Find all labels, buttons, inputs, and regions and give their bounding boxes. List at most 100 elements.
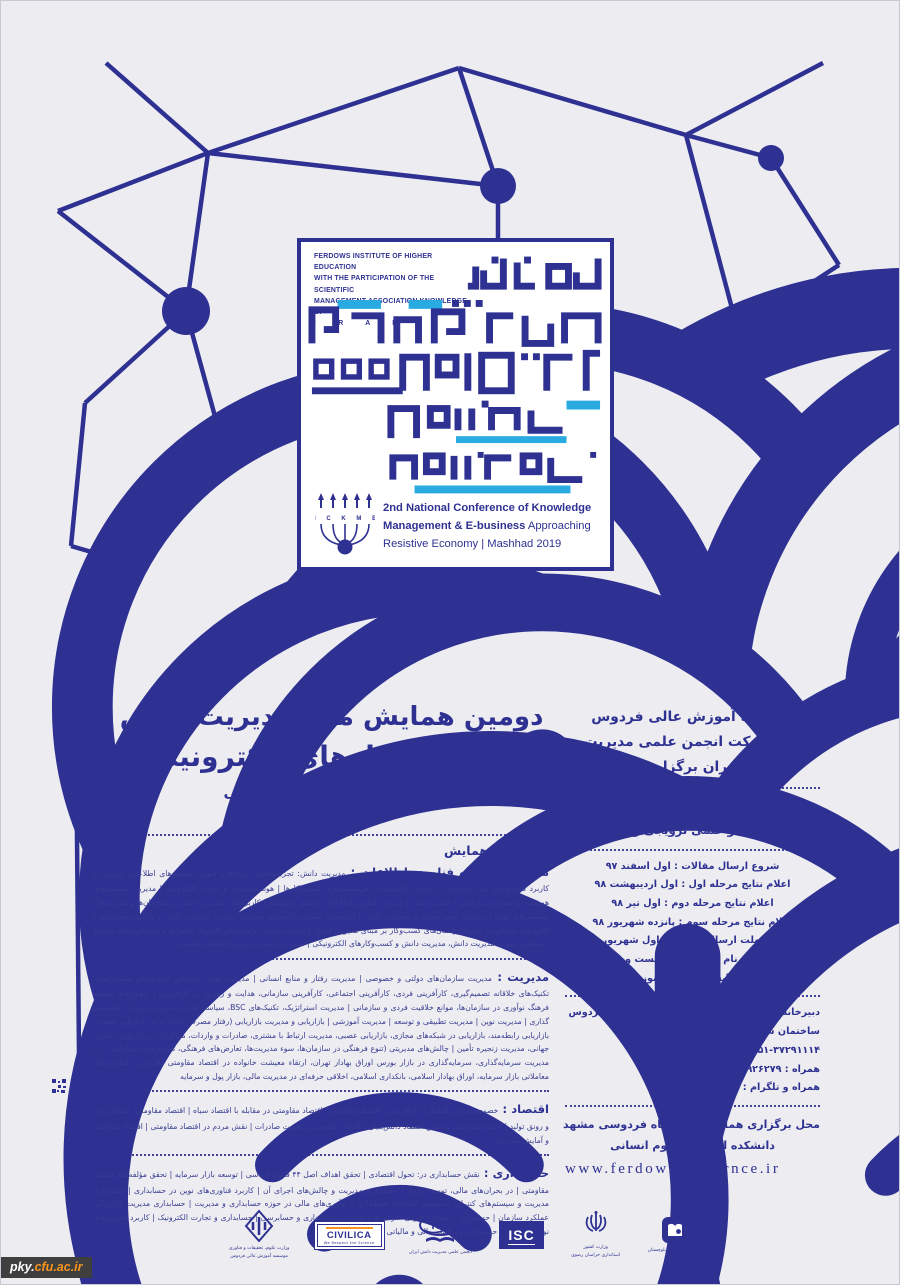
journals-note: چاپ مقالات منتخب در مجلات علمی - پژوهشی … [565, 796, 820, 841]
contact-line: دبیرخانه : کلاهدوز ۳۰ | موسسه آموزش عالی… [568, 1007, 821, 1019]
date-item: اعلام نتایج مرحله اول : اول اردیبهشت ۹۸ [594, 879, 791, 891]
contact-line: همراه و تلگرام : ۰۹۰۳۷۴۳۲۹۹۱ [675, 1082, 820, 1094]
date-item: اعلام نتایج مرحله سوم : پانزده شهریور ۹۸ [592, 916, 793, 928]
diamond-icon [869, 766, 900, 1285]
conf-title-line3: Resistive Economy | Mashhad 2019 [383, 538, 562, 551]
contact-line: ساختمان شماره ۲ | طبقه ۴ [689, 1026, 820, 1038]
info-column: مؤسسه آموزش عالی فردوس با مشارکت انجمن ع… [552, 705, 821, 1178]
dotted-divider [93, 1090, 549, 1093]
conference-title-english: 2nd National Conference of Knowledge Man… [383, 500, 607, 554]
contact-line: همراه : ۰۹۳۶۹۹۲۶۲۷۹ [717, 1063, 820, 1075]
conference-website-url[interactable]: www.ferdowsconfernce.ir [565, 1160, 781, 1177]
topics-column: محورهای همایش مدیریت دانش و فناوری اطلاع… [93, 827, 549, 1245]
date-item: آخرین مهلت ثبت نام در همایش : بیست و پنج… [552, 954, 820, 966]
date-item: آخرین مهلت ارسال مقالات : اول شهریور ۹۸ [586, 935, 799, 947]
fa-title-line2: کسب و کارهای الکترونیکی [134, 739, 504, 773]
topic-knowledge-it: مدیریت دانش و فناوری اطلاعات : مدیریت دا… [93, 862, 549, 951]
topic-title: حسابداری [492, 1166, 550, 1181]
sistan-university-icon [662, 1216, 689, 1243]
gear-icon [54, 11, 102, 59]
sponsor-logos-row: وزارت علوم، تحقیقات و فناوری موسسه آموزش… [229, 1199, 703, 1271]
contact-line: ۰۵۱-۳۷۲۹۱۱۱۴ داخلی ۲۵ [704, 1044, 820, 1056]
ferdows-emblem-icon [244, 1210, 274, 1243]
organizer-line: دانش ایران برگزار می‌کند [605, 759, 780, 776]
conference-emblem-box: FERDOWS INSTITUTE OF HIGHER EDUCATION WI… [297, 238, 614, 571]
organizer-text: مؤسسه آموزش عالی فردوس با مشارکت انجمن ع… [565, 705, 820, 780]
logo-isc: ISC [499, 1221, 544, 1249]
persian-conference-title: دومین همایش ملی مدیریت دانش و کسب و کاره… [86, 699, 552, 801]
civilica-label: CIVILICA [326, 1229, 372, 1241]
nckme-logo: N C K M E [315, 493, 375, 555]
venue-text: محل برگزاری همایش : دانشگاه فردوسی مشهد … [563, 1114, 820, 1157]
kufic-calligraphy [308, 256, 602, 494]
isc-badge: ISC [499, 1221, 544, 1249]
logo-caption: وزارت علوم، تحقیقات و فناوری موسسه آموزش… [229, 1245, 289, 1260]
topic-separator: : [345, 865, 361, 879]
dotted-divider [565, 787, 820, 790]
organizer-line: مؤسسه آموزش عالی فردوس [591, 709, 794, 725]
dotted-divider [93, 957, 549, 960]
venue-line: محل برگزاری همایش : دانشگاه فردوسی مشهد [563, 1117, 820, 1131]
date-item: زمان برگزاری همایش : هیجده و نوزدهم مهر … [574, 972, 811, 984]
logo-interior-ministry: وزارت کشور استانداری خراسان رضوی [571, 1211, 620, 1259]
gear-icon [869, 488, 900, 1268]
civilica-topbar [325, 1226, 373, 1229]
isc-label: ISC [508, 1227, 535, 1245]
topic-body: مدیریت سازمان‌های دولتی و خصوصی | مدیریت… [93, 973, 549, 1081]
civilica-badge: CIVILICA We Respect the Science [316, 1223, 382, 1247]
date-item: اعلام نتایج مرحله دوم : اول تیر ۹۸ [611, 897, 774, 909]
conf-title-line2: Management & E-business Approaching [383, 518, 607, 536]
topic-title: مدیریت [507, 969, 550, 984]
logo-caption: وزارت کشور استانداری خراسان رضوی [571, 1244, 620, 1259]
plus-icon [832, 580, 900, 1126]
watermark-suffix: cfu.ac.ir [34, 1260, 83, 1274]
nckme-letters: N C K M E [315, 516, 375, 522]
topic-management: مدیریت : مدیریت سازمان‌های دولتی و خصوصی… [93, 967, 549, 1083]
caption-line: وزارت کشور [583, 1245, 608, 1251]
dotted-divider [565, 848, 820, 851]
conf-title-line2-rest: Approaching [525, 520, 591, 533]
secretariat-contact: دبیرخانه : کلاهدوز ۳۰ | موسسه آموزش عالی… [565, 1004, 821, 1098]
topic-economy: اقتصاد : خصوصی‌سازی اقتصاد | کارآفرینی و… [93, 1099, 549, 1147]
institute-line: WITH THE PARTICIPATION OF THE SCIENTIFIC [314, 275, 435, 294]
iran-emblem-icon [585, 1211, 606, 1233]
important-dates: شروع ارسال مقالات : اول اسفند ۹۷ اعلام ن… [552, 858, 820, 989]
topic-body: خصوصی‌سازی اقتصاد | کارآفرینی و اقتصاد م… [93, 1106, 549, 1145]
topic-title: اقتصاد [511, 1102, 549, 1117]
logo-caption: دانشگاه سیستان و بلوچستان [647, 1247, 703, 1253]
watermark-prefix: pky. [10, 1260, 35, 1274]
topic-separator: : [498, 1102, 512, 1117]
fa-title-line1: دومین همایش ملی مدیریت دانش و [94, 702, 544, 732]
logo-caption: انجمن علمی مدیریت دانش ایران [409, 1249, 472, 1255]
site-watermark: pky.cfu.ac.ir [1, 1257, 92, 1278]
topic-separator: : [479, 1166, 493, 1181]
fa-title-line3: با رویکرد اقتصاد مقاومتی [223, 782, 415, 801]
journals-line: پژوهشی و علمی ترویجی وزارتین [595, 822, 790, 837]
caption-line: استانداری خراسان رضوی [571, 1252, 621, 1258]
logo-civilica: CIVILICA We Respect the Science [316, 1223, 382, 1247]
institute-line: FERDOWS INSTITUTE OF HIGHER EDUCATION [314, 253, 433, 272]
conf-title-line1: 2nd National Conference of Knowledge [383, 502, 592, 515]
institute-line: I R A N [314, 320, 398, 328]
journals-line: چاپ مقالات منتخب در مجلات علمی - [586, 800, 799, 815]
km-letters: KM [432, 1220, 449, 1232]
logo-ferdows-ministry: وزارت علوم، تحقیقات و فناوری موسسه آموزش… [229, 1210, 289, 1260]
conf-title-line2-bold: Management & E-business [383, 520, 526, 533]
dotted-divider [93, 834, 549, 836]
qr-stamp-icon [52, 1079, 66, 1093]
date-item: شروع ارسال مقالات : اول اسفند ۹۷ [605, 860, 780, 872]
venue-line: دانشکده ادبیات و علوم انسانی [610, 1139, 775, 1153]
logo-km-association: KM انجمن علمی مدیریت دانش ایران [409, 1213, 472, 1256]
dotted-divider [565, 995, 820, 998]
organizer-line: با مشارکت انجمن علمی مدیریت [583, 734, 802, 751]
km-icon: KM [419, 1213, 462, 1242]
civilica-subtitle: We Respect the Science [323, 1240, 375, 1245]
topic-title: مدیریت دانش و فناوری اطلاعات [360, 865, 550, 879]
caption-line: موسسه آموزش عالی فردوس [230, 1253, 288, 1259]
topic-body: مدیریت دانش: تجزیه‌وتحلیل، ابزارها و فنو… [93, 869, 549, 949]
dotted-divider [93, 1154, 549, 1157]
topics-heading: محورهای همایش [443, 843, 549, 858]
dotted-divider [565, 1104, 820, 1107]
topic-separator: : [492, 969, 508, 984]
